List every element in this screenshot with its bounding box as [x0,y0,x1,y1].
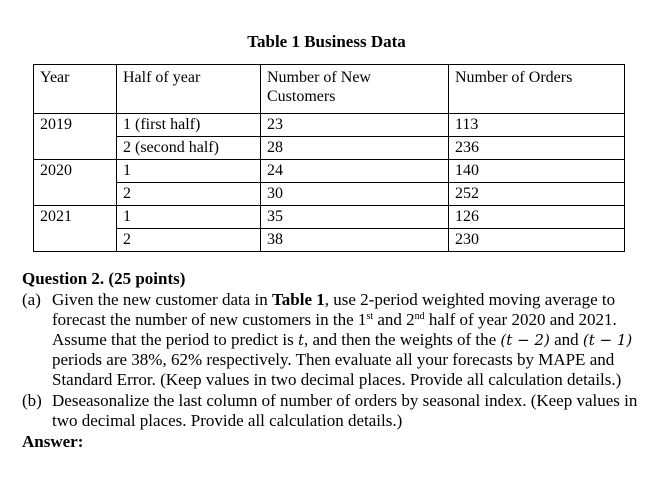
question-block: Question 2. (25 points) (a) Given the ne… [22,269,647,452]
table-row: 2019 1 (first half) 23 113 [33,113,625,137]
cell-half: 2 (second half) [116,136,261,160]
cell-year [33,228,117,252]
cell-half: 2 [116,228,261,252]
table-row: 2020 1 24 140 [33,159,625,183]
cell-half: 1 [116,159,261,183]
cell-new-customers: 38 [260,228,449,252]
business-data-table: Year Half of year Number of New Customer… [33,64,625,252]
part-a-label: (a) [22,290,41,309]
cell-half: 1 (first half) [116,113,261,137]
header-orders: Number of Orders [448,64,625,114]
cell-orders: 252 [448,182,625,206]
table-row: 2 38 230 [33,228,625,252]
cell-half: 2 [116,182,261,206]
cell-half: 1 [116,205,261,229]
cell-new-customers: 35 [260,205,449,229]
cell-orders: 236 [448,136,625,160]
header-new-customers: Number of New Customers [260,64,449,114]
question-title: Question 2. (25 points) [22,269,186,288]
part-b-label: (b) [22,391,42,410]
cell-new-customers: 30 [260,182,449,206]
table-row: 2021 1 35 126 [33,205,625,229]
part-a-text: Given the new customer data in Table 1, … [52,290,633,389]
answer-label: Answer: [22,432,84,451]
part-b-text: Deseasonalize the last column of number … [52,391,638,430]
cell-orders: 230 [448,228,625,252]
cell-year: 2019 [33,113,117,137]
table-header-row: Year Half of year Number of New Customer… [33,64,625,114]
header-half-of-year: Half of year [116,64,261,114]
cell-orders: 140 [448,159,625,183]
cell-year: 2021 [33,205,117,229]
cell-year [33,136,117,160]
cell-new-customers: 23 [260,113,449,137]
cell-year: 2020 [33,159,117,183]
header-year: Year [33,64,117,114]
table-row: 2 (second half) 28 236 [33,136,625,160]
question-part-a: (a) Given the new customer data in Table… [22,290,647,390]
cell-orders: 113 [448,113,625,137]
cell-orders: 126 [448,205,625,229]
table-caption: Table 1 Business Data [247,32,406,51]
cell-new-customers: 24 [260,159,449,183]
table-row: 2 30 252 [33,182,625,206]
question-part-b: (b) Deseasonalize the last column of num… [22,391,647,431]
cell-new-customers: 28 [260,136,449,160]
cell-year [33,182,117,206]
